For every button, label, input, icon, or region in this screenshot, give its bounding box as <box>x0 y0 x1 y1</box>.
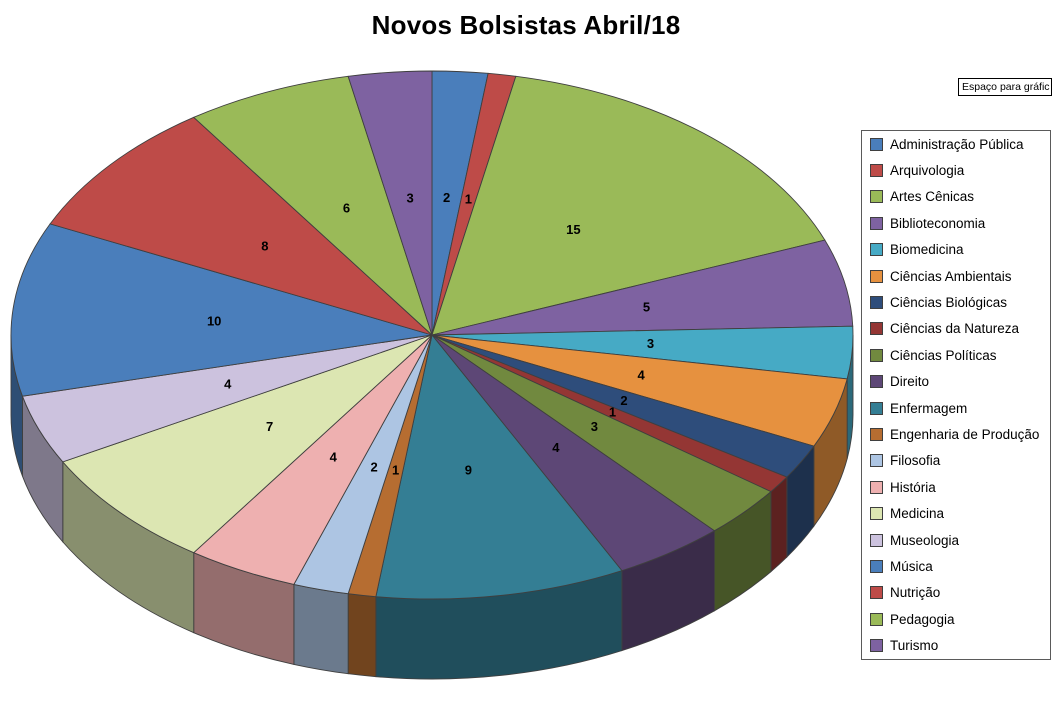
legend-item: Medicina <box>870 506 1048 522</box>
legend-label: Engenharia de Produção <box>890 426 1040 442</box>
slice-label: 4 <box>637 368 645 383</box>
legend-label: Museologia <box>890 532 960 548</box>
legend-swatch <box>870 507 883 521</box>
pie-slice <box>431 239 854 336</box>
legend-item: Ciências Biológicas <box>870 294 1048 310</box>
legend-label: Filosofia <box>890 453 941 469</box>
legend-swatch <box>870 295 883 309</box>
slice-label: 8 <box>261 238 268 253</box>
legend-label: Direito <box>890 374 930 390</box>
slice-label: 15 <box>566 222 580 237</box>
legend-item: Música <box>870 559 1048 574</box>
legend-label: Pedagogia <box>890 611 955 627</box>
legend-label: Biblioteconomia <box>890 215 986 231</box>
legend-item: Ciências Políticas <box>870 347 1048 363</box>
legend-label: Artes Cênicas <box>890 189 975 205</box>
legend-item: Artes Cênicas <box>870 189 1048 205</box>
slice-label: 3 <box>406 190 413 205</box>
legend-item: Filosofia <box>870 453 1048 469</box>
slice-label: 4 <box>330 450 338 465</box>
slice-label: 2 <box>620 393 627 408</box>
legend-label: Enfermagem <box>890 400 968 416</box>
legend-swatch <box>870 560 883 573</box>
legend-item: Ciências da Natureza <box>870 321 1048 337</box>
pie-slice <box>10 223 433 397</box>
legend-swatch <box>870 269 883 283</box>
slice-label: 3 <box>647 336 654 351</box>
slice-label: 1 <box>465 192 472 207</box>
legend-label: Ciências Biológicas <box>890 294 1008 310</box>
slice-label: 2 <box>371 459 378 474</box>
slice-label: 7 <box>266 419 273 434</box>
legend-swatch <box>870 612 883 626</box>
legend-label: História <box>890 479 936 495</box>
pie-slice-side <box>347 593 377 678</box>
legend-item: História <box>870 479 1048 495</box>
slice-label: 3 <box>591 419 598 434</box>
legend-item: Nutrição <box>870 585 1048 601</box>
legend-label: Ciências da Natureza <box>890 321 1020 337</box>
legend-swatch <box>870 639 883 653</box>
slice-label: 5 <box>643 300 650 315</box>
pie-slice <box>431 75 826 336</box>
legend-label: Nutrição <box>890 585 941 601</box>
legend-swatch <box>870 322 883 336</box>
legend-label: Medicina <box>890 506 945 522</box>
pie-slice <box>62 334 433 554</box>
legend-swatch <box>870 216 883 230</box>
legend-label: Ciências Políticas <box>890 347 997 363</box>
legend-item: Turismo <box>870 638 1048 654</box>
legend-item: Ciências Ambientais <box>870 268 1048 284</box>
slice-label: 4 <box>224 376 232 391</box>
legend-item: Biomedicina <box>870 242 1048 258</box>
legend-swatch <box>870 427 883 441</box>
legend-label: Turismo <box>890 638 939 654</box>
legend-item: Engenharia de Produção <box>870 426 1048 442</box>
legend-label: Ciências Ambientais <box>890 268 1012 284</box>
legend-swatch <box>870 137 883 151</box>
pie-slice <box>375 333 623 600</box>
legend-item: Biblioteconomia <box>870 215 1048 231</box>
slice-label: 9 <box>465 462 472 477</box>
legend-item: Direito <box>870 374 1048 390</box>
legend-swatch <box>870 375 883 389</box>
slice-label: 1 <box>609 405 616 420</box>
pie-slice-side <box>770 475 788 573</box>
pie-slice <box>192 75 433 337</box>
legend-item: Arquivologia <box>870 162 1048 178</box>
slice-label: 4 <box>552 440 560 455</box>
slice-label: 6 <box>343 201 350 216</box>
legend-swatch <box>870 190 883 204</box>
slice-label: 1 <box>392 462 399 477</box>
legend-swatch <box>870 348 883 362</box>
legend-swatch <box>870 533 883 547</box>
legend: Administração Pública Arquivologia Artes C… <box>861 130 1051 660</box>
slice-label: 2 <box>443 190 450 205</box>
slice-label: 10 <box>207 313 221 328</box>
legend-label: Arquivologia <box>890 162 965 178</box>
legend-swatch <box>870 454 883 468</box>
legend-swatch <box>870 401 883 415</box>
legend-item: Enfermagem <box>870 400 1048 416</box>
legend-label: Música <box>890 559 933 574</box>
legend-item: Administração Pública <box>870 136 1048 152</box>
legend-item: Museologia <box>870 532 1048 548</box>
legend-swatch <box>870 586 883 600</box>
legend-label: Administração Pública <box>890 136 1024 152</box>
chart-title: Novos Bolsistas Abril/18 <box>371 10 681 40</box>
legend-swatch <box>870 243 883 257</box>
legend-label: Biomedicina <box>890 242 964 258</box>
legend-item: Pedagogia <box>870 611 1048 627</box>
pie-slice <box>347 70 433 336</box>
pie-slice-side <box>293 583 349 675</box>
pie-slice <box>49 116 433 336</box>
legend-swatch <box>870 163 883 177</box>
legend-swatch <box>870 480 883 494</box>
